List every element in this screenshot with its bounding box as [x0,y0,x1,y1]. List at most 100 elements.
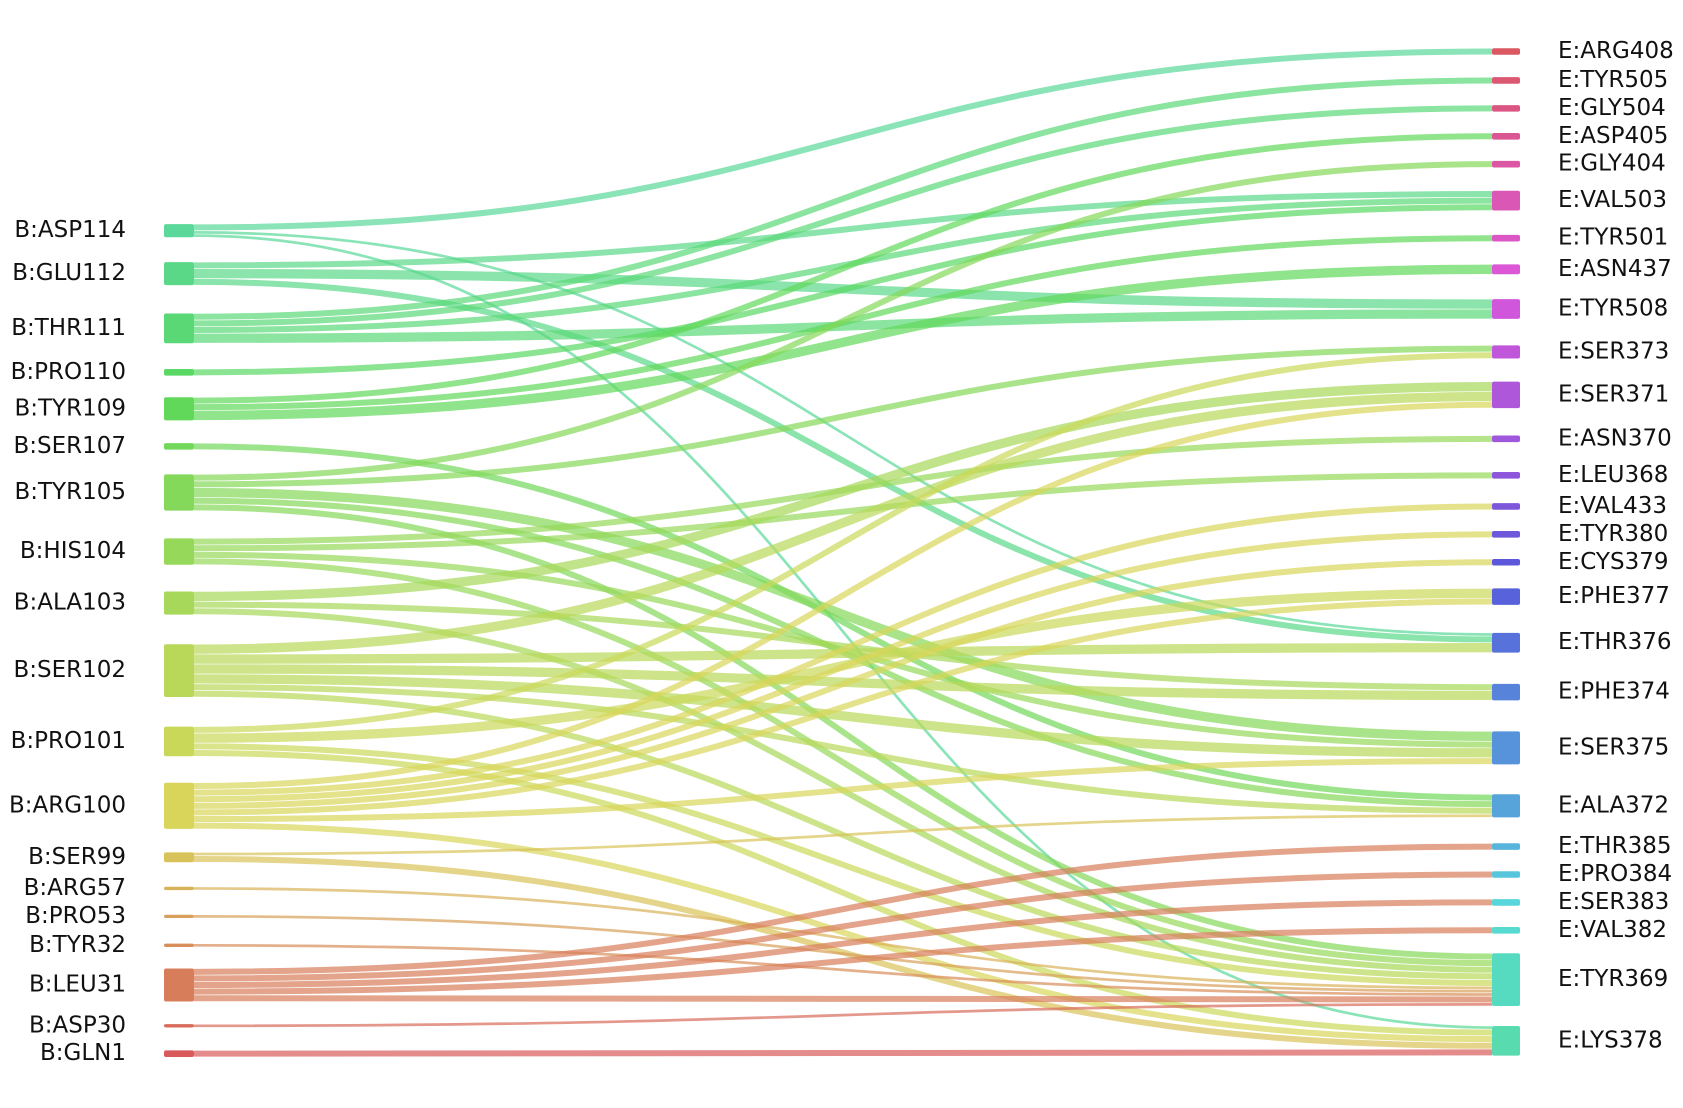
right-node [1492,345,1520,359]
left-node [164,726,194,757]
right-node [1492,264,1520,275]
left-node-label: B:PRO101 [11,728,126,754]
link [193,352,1493,733]
link [193,264,1493,421]
right-node-label: E:TYR369 [1558,966,1668,992]
left-node-label: B:ALA103 [14,590,126,616]
right-node-label: E:SER371 [1558,381,1669,407]
right-node [1492,77,1520,84]
right-node [1492,132,1520,140]
right-node-label: E:GLY404 [1558,151,1666,177]
left-node-label: B:ASP30 [29,1012,126,1038]
left-node [164,538,194,565]
link [193,345,1493,488]
right-node-label: E:ALA372 [1558,792,1669,818]
left-node [164,397,194,421]
right-node [1492,953,1520,1007]
left-node [164,1050,194,1057]
right-node-label: E:PHE374 [1558,679,1670,705]
left-node [164,474,194,511]
link [193,487,1493,741]
left-node [164,224,194,238]
link [193,749,1493,1036]
left-node-label: B:ARG57 [24,875,126,901]
link [193,161,1493,481]
link [193,191,1493,269]
left-node-label: B:ASP114 [14,217,126,243]
right-node-label: E:ASN370 [1558,425,1672,451]
right-node-label: E:VAL433 [1558,493,1667,519]
right-node [1492,1025,1520,1056]
link [193,309,1493,343]
link [193,822,1493,1043]
left-node [164,369,194,376]
left-node [164,943,194,947]
left-node [164,886,194,891]
right-node-label: E:SER375 [1558,734,1669,760]
link [193,871,1493,982]
link [193,684,1493,814]
right-node-label: E:SER373 [1558,338,1669,364]
right-node-label: E:CYS379 [1558,549,1669,575]
link [193,843,1493,975]
left-node-label: B:TYR105 [14,479,126,505]
link [193,914,1493,993]
link [193,77,1493,320]
left-node-label: B:SER99 [28,844,126,870]
right-node [1492,190,1520,211]
right-node-label: E:TYR508 [1558,296,1668,322]
right-node-label: E:LEU368 [1558,462,1668,488]
link [193,943,1493,996]
link [193,531,1493,803]
left-node-label: B:ARG100 [9,792,126,818]
left-node-label: B:THR111 [11,315,126,341]
left-node [164,852,194,863]
right-node [1492,588,1520,605]
link [193,887,1493,990]
link [193,927,1493,995]
right-node [1492,160,1520,168]
left-node-label: B:GLU112 [12,260,126,286]
left-node-label: B:HIS104 [20,538,126,564]
right-node [1492,472,1520,479]
link [193,995,1493,1003]
right-node [1492,794,1520,818]
link [193,133,1493,404]
left-node [164,262,194,286]
right-node-label: E:GLY504 [1558,95,1666,121]
link [193,1049,1493,1057]
left-node-label: B:PRO53 [25,903,126,929]
right-node [1492,871,1520,878]
right-node-label: E:VAL382 [1558,917,1667,943]
link [193,443,1493,801]
left-node-label: B:PRO110 [11,359,126,385]
link [193,381,1493,602]
right-node [1492,531,1520,538]
link [193,391,1493,654]
nodes: B:ASP114 B:GLU112 B:THR111 B:PRO110 B:TYR109… [9,38,1674,1066]
right-node [1492,234,1520,242]
left-node-label: B:GLN1 [40,1040,126,1066]
right-node-label: E:PRO384 [1558,861,1672,887]
links [193,48,1493,1057]
right-node-label: E:LYS378 [1558,1027,1663,1053]
link [193,899,1493,989]
right-node [1492,105,1520,112]
link [193,234,1493,1029]
right-node-label: E:ASN437 [1558,256,1672,282]
link [193,643,1493,664]
right-node-label: E:PHE377 [1558,583,1670,609]
right-node-label: E:THR385 [1558,833,1672,859]
right-node [1492,558,1520,566]
link [193,503,1493,796]
left-node [164,644,194,698]
left-node-label: B:LEU31 [29,972,126,998]
right-node-label: E:TYR501 [1558,225,1668,251]
left-node [164,968,194,1002]
right-node [1492,899,1520,906]
right-node [1492,48,1520,55]
link [193,230,1493,636]
link [193,855,1493,1049]
link [193,598,1493,816]
link [193,48,1493,231]
